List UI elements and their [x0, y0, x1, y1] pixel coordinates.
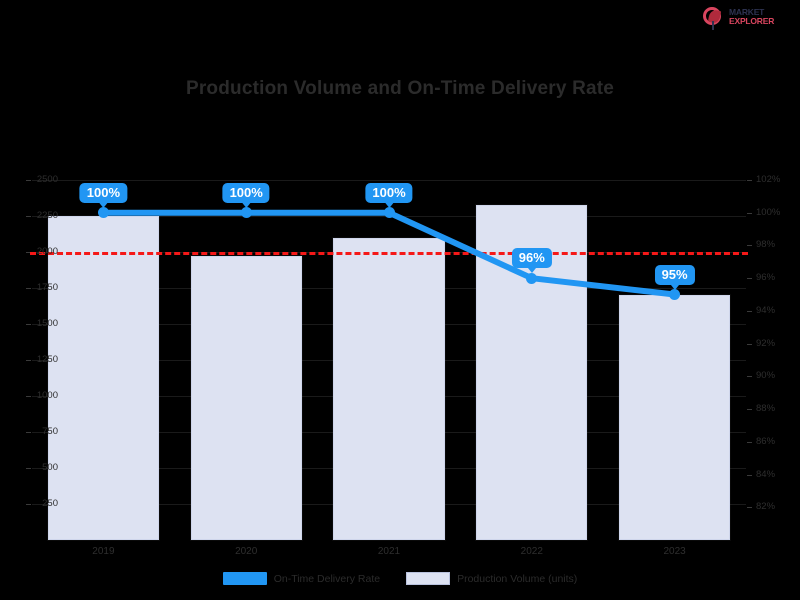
axis-label-right: 92%: [756, 337, 776, 349]
brand-wordmark: MARKET EXPLORER: [729, 8, 774, 25]
axis-tick-left: [26, 432, 31, 433]
axis-tick-right: [747, 278, 752, 280]
legend-label-bar: Production Volume (units): [457, 572, 578, 585]
axis-tick-left: [26, 252, 31, 253]
chart-legend: On-Time Delivery Rate Production Volume …: [0, 572, 800, 585]
brand-name-line1: MARKET: [729, 7, 765, 18]
axis-label-left: 250: [42, 498, 58, 509]
category-label-2021: 2021: [377, 546, 401, 557]
axis-tick-left: [26, 288, 31, 289]
brand-name-line2: EXPLORER: [729, 16, 775, 26]
axis-label-right: 96%: [756, 272, 776, 284]
bar-2023[interactable]: [618, 295, 731, 540]
axis-tick-left: [26, 468, 31, 469]
axis-tick-left: [26, 216, 31, 217]
axis-tick-right: [747, 212, 752, 214]
axis-label-left: 750: [42, 426, 58, 437]
axis-tick-right: [747, 343, 752, 345]
axis-tick-left: [26, 180, 31, 181]
gridline: [32, 180, 746, 181]
axis-tick-right: [747, 310, 752, 312]
axis-label-right: 86%: [756, 435, 776, 447]
axis-label-left: 1500: [36, 318, 58, 329]
bar-2021[interactable]: [333, 237, 445, 540]
line-point-2020[interactable]: [240, 207, 252, 219]
plot-area: 100% 100% 100% 96% 95%: [26, 180, 752, 540]
category-label-2023: 2023: [663, 546, 686, 557]
category-label-2020: 2020: [235, 546, 258, 557]
axis-tick-right: [747, 409, 752, 411]
axis-tick-left: [26, 504, 31, 505]
data-label-2020: 100%: [222, 182, 270, 208]
data-label-2022: 96%: [511, 248, 552, 274]
line-point-2022[interactable]: [526, 272, 538, 284]
axis-label-left: 1250: [36, 354, 58, 365]
axis-label-right: 100%: [756, 206, 781, 218]
axis-label-left: 2500: [36, 174, 58, 185]
axis-label-right: 94%: [756, 304, 776, 316]
line-point-2021[interactable]: [383, 207, 395, 219]
line-series-svg: [100, 209, 678, 298]
axis-tick-right: [747, 245, 752, 247]
maple-leaf-circle-icon: [702, 5, 726, 30]
axis-label-right: 102%: [756, 174, 781, 185]
legend-swatch-line: [222, 572, 267, 585]
category-label-2019: 2019: [92, 546, 115, 557]
axis-label-right: 90%: [756, 370, 776, 382]
category-label-2022: 2022: [520, 546, 543, 557]
axis-tick-right: [747, 180, 752, 181]
axis-tick-right: [747, 441, 752, 443]
data-label-2023: 95%: [654, 264, 695, 290]
bar-2019[interactable]: [47, 216, 160, 540]
axis-tick-right: [747, 474, 752, 476]
logo-stem-shape: [712, 21, 714, 30]
chart-title: Production Volume and On-Time Delivery R…: [185, 78, 615, 99]
axis-label-left: 1750: [36, 282, 58, 293]
axis-tick-left: [26, 396, 31, 397]
axis-tick-right: [747, 507, 752, 509]
line-point-2019[interactable]: [97, 207, 109, 219]
legend-swatch-bar: [406, 572, 451, 585]
axis-label-right: 82%: [756, 501, 776, 513]
legend-item-bar[interactable]: Production Volume (units): [406, 572, 577, 585]
bar-2020[interactable]: [190, 255, 302, 540]
brand-logo: MARKET EXPLORER: [702, 2, 794, 32]
target-threshold-line: [30, 252, 748, 255]
axis-tick-left: [26, 360, 31, 361]
axis-label-right: 84%: [756, 468, 776, 480]
legend-item-line[interactable]: On-Time Delivery Rate: [222, 572, 381, 585]
axis-label-right: 98%: [756, 239, 776, 251]
legend-label-line: On-Time Delivery Rate: [273, 572, 381, 585]
line-point-2023[interactable]: [669, 289, 681, 301]
axis-label-left: 1000: [36, 390, 58, 401]
axis-label-left: 2250: [36, 210, 58, 221]
axis-label-right: 88%: [756, 403, 776, 415]
data-label-2021: 100%: [365, 182, 413, 208]
axis-label-left: 2000: [36, 246, 58, 257]
data-label-2019: 100%: [79, 182, 128, 208]
axis-label-left: 500: [42, 462, 58, 473]
axis-tick-left: [26, 324, 31, 325]
line-path: [100, 209, 678, 298]
axis-tick-right: [747, 376, 752, 378]
